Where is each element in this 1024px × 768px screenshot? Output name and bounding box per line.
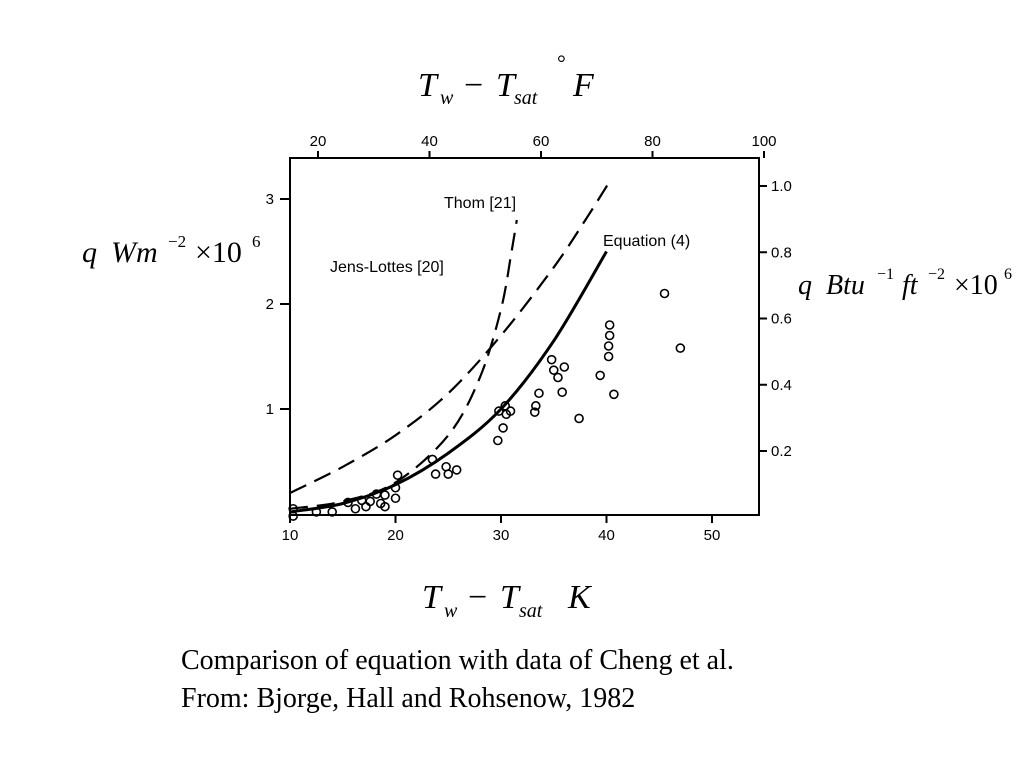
svg-text:w: w — [444, 600, 458, 622]
svg-text:6: 6 — [252, 232, 261, 251]
right-axis-title: q Btu −1 ft −2 ×10 6 — [798, 266, 1012, 301]
svg-text:−2: −2 — [168, 232, 186, 251]
data-point — [548, 365, 559, 375]
top-axis-title: T w − T sat ° F — [418, 50, 595, 109]
data-point — [361, 501, 371, 512]
svg-text:T: T — [500, 579, 521, 616]
data-point — [574, 413, 584, 424]
caption-line-1: Comparison of equation with data of Chen… — [181, 645, 734, 676]
curves — [289, 177, 613, 514]
svg-text:Wm: Wm — [111, 236, 158, 269]
data-point — [675, 343, 686, 353]
x-bottom-tick-label: 10 — [282, 527, 299, 544]
x-top-tick-label: 80 — [644, 133, 661, 150]
data-point — [392, 470, 403, 480]
data-point — [557, 387, 567, 398]
y-right-tick-label: 0.8 — [771, 244, 792, 261]
svg-text:−2: −2 — [928, 266, 945, 283]
data-point — [559, 362, 570, 372]
svg-text:sat: sat — [514, 87, 538, 109]
data-point — [531, 401, 541, 411]
caption-line-2: From: Bjorge, Hall and Rohsenow, 1982 — [181, 683, 636, 714]
x-top-tick-label: 20 — [310, 133, 327, 150]
svg-text:F: F — [572, 67, 595, 104]
x-bottom-tick-label: 40 — [598, 527, 615, 544]
x-bottom-tick-label: 20 — [387, 527, 404, 544]
x-bottom-tick-label: 50 — [704, 527, 721, 544]
data-point — [493, 435, 503, 446]
svg-text:Btu: Btu — [826, 270, 865, 301]
svg-text:K: K — [567, 579, 593, 616]
data-point — [505, 406, 516, 416]
y-right-tick-label: 1.0 — [771, 178, 792, 195]
svg-text:×10: ×10 — [954, 270, 998, 301]
data-point — [534, 388, 544, 399]
data-point — [390, 482, 401, 493]
data-point — [380, 501, 390, 512]
data-point — [529, 407, 540, 417]
data-point — [595, 370, 605, 381]
svg-text:q: q — [798, 270, 812, 301]
data-point — [609, 389, 619, 400]
label-jens-lottes: Jens-Lottes [20] — [330, 259, 444, 276]
data-point — [430, 469, 441, 479]
svg-text:T: T — [422, 579, 443, 616]
y-left-tick-label: 2 — [266, 296, 274, 313]
data-point — [390, 493, 401, 504]
label-equation: Equation (4) — [603, 233, 690, 250]
svg-text:−: − — [468, 579, 487, 616]
svg-text:T: T — [496, 67, 517, 104]
axis-ticks: 10 20 30 40 50 20 40 60 80 100 1 2 3 0.2 0.4 0.6 0.8 1.0 — [266, 133, 792, 544]
data-points — [288, 288, 686, 521]
svg-text:°: ° — [557, 50, 566, 75]
svg-text:×10: ×10 — [195, 236, 242, 269]
svg-text:−: − — [464, 67, 483, 104]
curve-equation — [289, 250, 608, 514]
svg-text:q: q — [82, 236, 97, 269]
y-right-tick-label: 0.6 — [771, 311, 792, 328]
y-left-tick-label: 1 — [266, 401, 274, 418]
svg-text:w: w — [440, 87, 454, 109]
bottom-axis-title: T w − T sat K — [422, 579, 593, 622]
data-point — [350, 503, 361, 514]
data-point — [343, 497, 353, 508]
x-bottom-tick-label: 30 — [493, 527, 510, 544]
data-point — [659, 288, 670, 299]
data-point — [603, 351, 614, 362]
data-point — [546, 354, 557, 365]
data-point — [365, 496, 375, 507]
data-point — [498, 423, 508, 433]
data-point — [553, 372, 563, 383]
x-top-tick-label: 100 — [751, 133, 776, 150]
y-right-tick-label: 0.4 — [771, 377, 792, 394]
plot-frame — [289, 157, 760, 516]
x-top-tick-label: 40 — [421, 133, 438, 150]
data-point — [311, 507, 322, 517]
svg-text:6: 6 — [1004, 266, 1012, 283]
label-thom: Thom [21] — [444, 195, 516, 212]
y-right-tick-label: 0.2 — [771, 443, 792, 460]
left-axis-title: q Wm −2 ×10 6 — [82, 232, 261, 269]
data-point — [603, 341, 614, 351]
data-point — [604, 320, 615, 330]
curve-jens-lottes — [289, 177, 613, 494]
data-point — [327, 507, 338, 517]
svg-text:T: T — [418, 67, 439, 104]
x-top-tick-label: 60 — [533, 133, 550, 150]
data-point — [604, 330, 615, 341]
svg-text:sat: sat — [519, 600, 543, 622]
data-point — [288, 511, 298, 521]
data-point — [451, 465, 462, 475]
svg-text:−1: −1 — [877, 266, 894, 283]
y-left-tick-label: 3 — [266, 191, 274, 208]
data-point — [443, 469, 454, 479]
svg-text:ft: ft — [902, 270, 919, 301]
data-point — [380, 490, 390, 500]
data-point — [427, 454, 438, 465]
